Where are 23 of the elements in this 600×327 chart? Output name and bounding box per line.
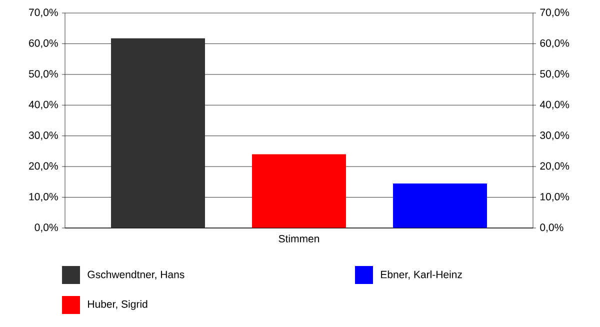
legend-label: Huber, Sigrid	[88, 300, 148, 310]
bar	[393, 183, 488, 228]
y-tick-label: 30,0%	[28, 132, 58, 140]
y-tick-label: 20,0%	[29, 162, 58, 171]
y-tick-label: 50,0%	[28, 70, 58, 79]
y-tick-label: 0,0%	[34, 224, 58, 232]
text: 70,0%	[540, 8, 570, 18]
y-tick-label: 70,0%	[29, 8, 58, 18]
x-tick-label: Stimmen	[278, 234, 320, 242]
bar	[252, 154, 346, 228]
text: 40,0%	[540, 100, 570, 110]
text: 10,0%	[540, 192, 570, 202]
text: 30,0%	[540, 132, 570, 140]
text: 20,0%	[540, 162, 570, 171]
text: 50,0%	[540, 70, 570, 79]
y-tick-label: 40,0%	[28, 100, 58, 110]
text: 60,0%	[540, 39, 570, 48]
y-tick-label: 60,0%	[29, 39, 58, 48]
legend-label: Gschwendtner, Hans	[88, 270, 184, 280]
bar	[111, 38, 206, 228]
legend-label: Ebner, Karl-Heinz	[381, 270, 462, 280]
text: 0,0%	[540, 224, 564, 232]
y-tick-label: 10,0%	[29, 192, 58, 202]
